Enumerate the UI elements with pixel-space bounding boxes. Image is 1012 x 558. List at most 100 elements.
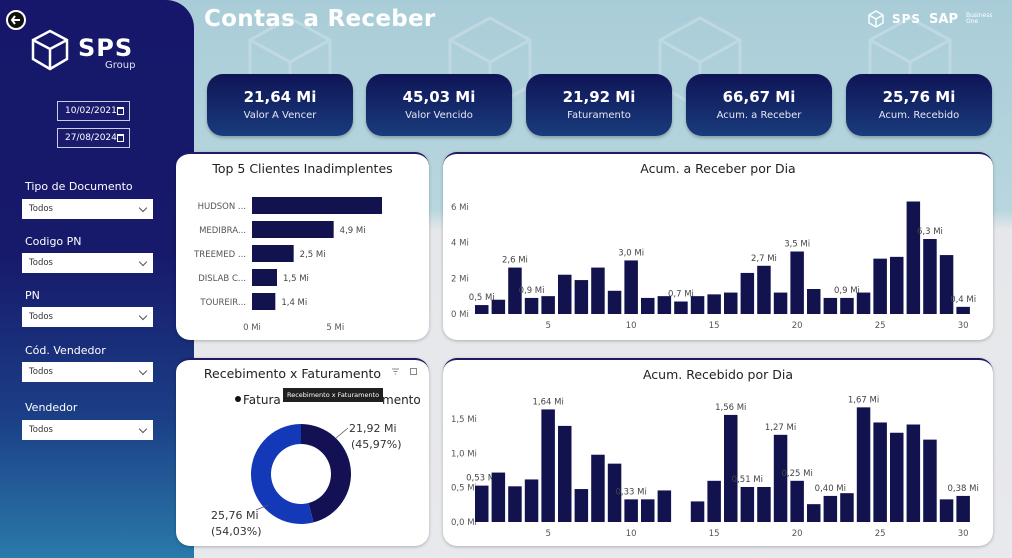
dropdown-value: Todos [29, 425, 53, 435]
bar [541, 409, 555, 522]
dropdown-cod-vendedor[interactable]: Todos [22, 362, 153, 382]
data-label: 1,64 Mi [532, 397, 563, 407]
bar [491, 299, 506, 314]
bar [591, 454, 605, 522]
leader-line [255, 504, 269, 511]
kpi-value: 21,64 Mi [243, 88, 317, 106]
page-title: Contas a Receber [204, 6, 436, 32]
legend-text: mento [382, 393, 421, 407]
bar [724, 414, 738, 522]
bar [906, 424, 921, 522]
bar [508, 486, 522, 522]
data-label: 1,56 Mi [715, 403, 746, 413]
calendar-icon[interactable] [116, 107, 124, 115]
bar [840, 297, 854, 314]
card-recebimento-faturamento[interactable]: Recebimento x Faturamento Fatura mento 21,… [176, 358, 429, 546]
date-to-field[interactable]: 27/08/2024 [57, 128, 130, 148]
y-tick-label: 1,0 Mi [451, 449, 477, 459]
expand-icon[interactable] [409, 367, 418, 376]
slice-value-label: 25,76 Mi [211, 509, 259, 522]
dropdown-tipo-documento[interactable]: Todos [22, 199, 153, 219]
x-tick-label: 20 [792, 321, 803, 331]
dropdown-codigo-pn[interactable]: Todos [22, 253, 153, 273]
card-top5-clientes[interactable]: Top 5 Clientes Inadimplentes HUDSON ... M… [176, 152, 429, 340]
filter-icon[interactable] [391, 367, 400, 376]
bar [790, 251, 804, 314]
chart-title: Acum. a Receber por Dia [640, 161, 796, 176]
bar [252, 221, 334, 238]
chevron-down-icon [138, 424, 148, 433]
bar [939, 499, 954, 522]
bar [541, 296, 555, 314]
bar [641, 297, 655, 314]
y-tick-label: 1,5 Mi [451, 415, 477, 425]
data-label: 0,25 Mi [781, 469, 812, 479]
data-label: 1,4 Mi [281, 298, 307, 308]
kpi-card-acum-recebido: 25,76 Mi Acum. Recebido [846, 74, 992, 136]
dropdown-value: Todos [29, 258, 53, 268]
bar [807, 504, 821, 522]
dropdown-pn[interactable]: Todos [22, 307, 153, 327]
bar [657, 490, 672, 522]
card-acum-recebido[interactable]: Acum. Recebido por Dia 0,0 Mi 0,5 Mi 1,0 M… [443, 358, 993, 546]
data-label: 0,53 Mi [466, 474, 497, 484]
bar [923, 239, 937, 314]
x-tick-label: 20 [792, 529, 803, 539]
date-from-value: 10/02/2021 [65, 106, 117, 116]
bar [823, 297, 838, 314]
y-tick-label: 6 Mi [451, 203, 469, 213]
filter-label-pn: PN [25, 289, 40, 302]
bar [856, 407, 871, 522]
chart-title: Top 5 Clientes Inadimplentes [212, 161, 393, 176]
bar [757, 265, 771, 314]
chart-title: Acum. Recebido por Dia [642, 367, 794, 382]
bar [807, 289, 821, 314]
logo-sub: Group [105, 60, 136, 71]
back-arrow-icon[interactable] [6, 10, 26, 30]
kpi-label: Acum. Recebido [878, 110, 960, 121]
x-tick-label: 10 [626, 529, 637, 539]
y-tick-label: 0 Mi [451, 310, 469, 320]
date-from-field[interactable]: 10/02/2021 [57, 101, 130, 121]
bar [674, 301, 688, 314]
data-label: 0,9 Mi [519, 286, 545, 296]
bar [939, 255, 954, 314]
bar [707, 294, 721, 314]
bar [558, 274, 572, 314]
calendar-icon[interactable] [116, 134, 124, 142]
filter-label-tipo-documento: Tipo de Documento [25, 180, 133, 193]
data-label: 1,67 Mi [848, 395, 879, 405]
tooltip: Recebimento x Faturamento [283, 388, 384, 402]
data-label: 2,6 Mi [502, 256, 528, 266]
chevron-down-icon [138, 366, 148, 375]
bar [574, 489, 589, 522]
data-label: 0,33 Mi [615, 487, 646, 497]
x-tick-label: 5 Mi [326, 323, 344, 333]
sps-logo: SPS Group [30, 28, 150, 76]
dropdown-vendedor[interactable]: Todos [22, 420, 153, 440]
data-label: 2,5 Mi [300, 250, 326, 260]
y-tick-label: DISLAB C... [198, 274, 246, 284]
x-tick-label: 0 Mi [243, 323, 261, 333]
bar [724, 292, 738, 314]
legend-marker [235, 396, 241, 402]
filter-label-vendedor: Vendedor [25, 401, 78, 414]
legend-text: Fatura [243, 393, 281, 407]
bar [690, 296, 705, 314]
bar [491, 472, 506, 522]
kpi-value: 45,03 Mi [402, 88, 476, 106]
bar [524, 479, 539, 522]
bar [873, 422, 887, 522]
dropdown-value: Todos [29, 312, 53, 322]
y-tick-label: 4 Mi [451, 239, 469, 249]
x-tick-label: 5 [545, 529, 550, 539]
logo-text: SPS [78, 34, 134, 62]
top5-chart: HUDSON ... MEDIBRA... 4,9 Mi TREEMED ... 2,5… [193, 197, 382, 333]
kpi-label: Acum. a Receber [716, 110, 802, 121]
kpi-value: 25,76 Mi [882, 88, 956, 106]
bar [558, 425, 572, 522]
x-tick-label: 30 [958, 321, 969, 331]
card-acum-a-receber[interactable]: Acum. a Receber por Dia 0 Mi 2 Mi 4 Mi 6 Mi… [443, 152, 993, 340]
bar [956, 495, 970, 522]
sap-sub-logo: Business One [966, 12, 993, 25]
